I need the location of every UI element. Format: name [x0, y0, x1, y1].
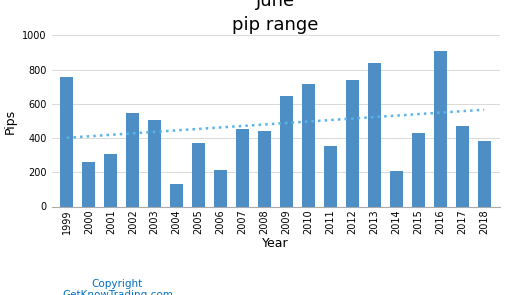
Text: Copyright
GetKnowTrading.com: Copyright GetKnowTrading.com — [62, 279, 173, 295]
X-axis label: Year: Year — [262, 237, 289, 250]
Bar — [126, 113, 140, 206]
Bar — [214, 170, 227, 206]
Bar — [236, 129, 249, 206]
Bar — [346, 80, 359, 206]
Title: June
pip range: June pip range — [232, 0, 319, 34]
Bar — [104, 154, 117, 206]
Bar — [324, 146, 337, 206]
Bar — [258, 131, 271, 206]
Y-axis label: Pips: Pips — [4, 108, 16, 134]
Bar — [456, 126, 469, 206]
Bar — [390, 171, 403, 206]
Bar — [302, 84, 315, 206]
Bar — [60, 77, 74, 206]
Bar — [411, 133, 425, 206]
Bar — [280, 96, 293, 206]
Bar — [434, 51, 447, 206]
Bar — [148, 120, 161, 206]
Bar — [477, 141, 491, 206]
Bar — [368, 63, 381, 206]
Bar — [82, 162, 95, 206]
Bar — [192, 143, 205, 206]
Bar — [170, 184, 183, 206]
